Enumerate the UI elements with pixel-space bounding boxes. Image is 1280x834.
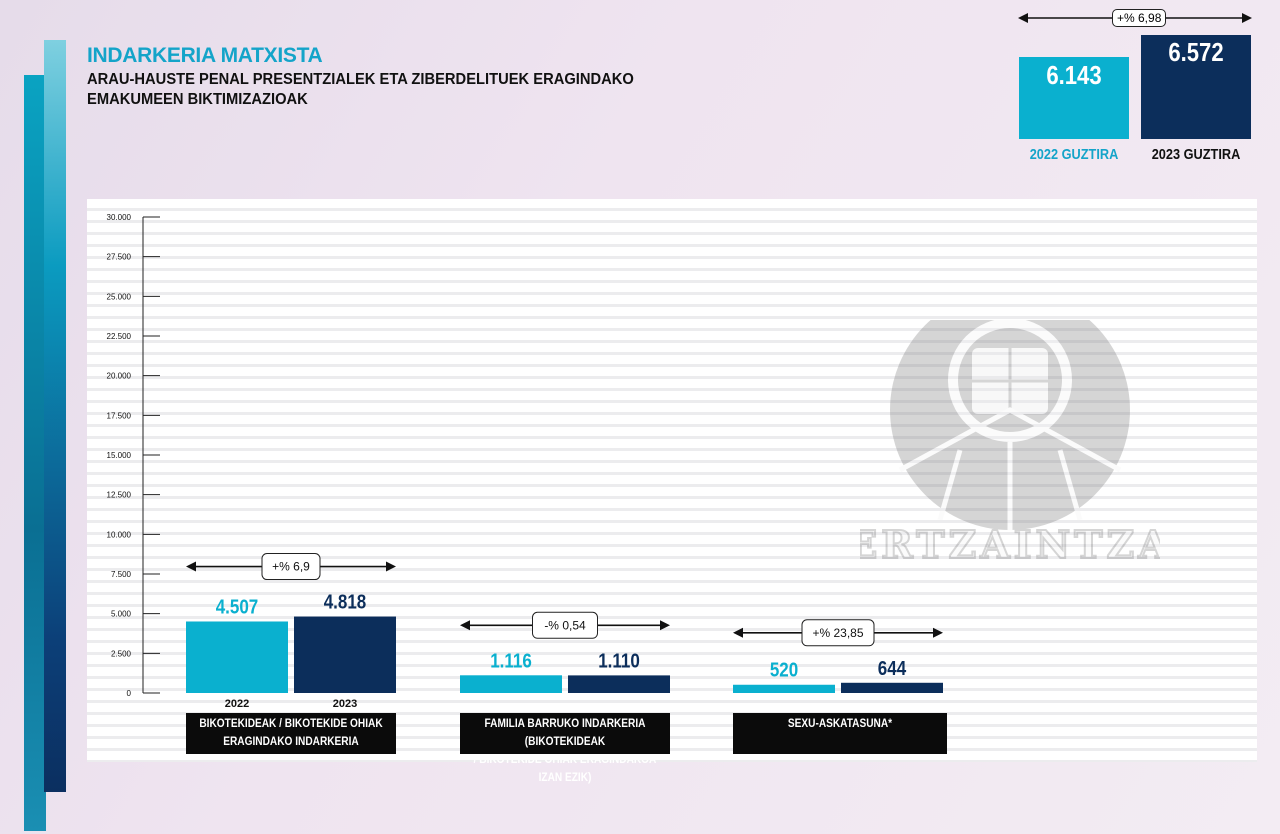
y-tick-label: 17.500 (107, 411, 132, 420)
data-label: 4.507 (216, 595, 259, 618)
category-label-line: BIKOTEKIDEAK / BIKOTEKIDE OHIAK (199, 718, 383, 730)
y-tick-label: 27.500 (107, 253, 132, 262)
summary-value-2023: 6.572 (1168, 37, 1224, 67)
category-label-line: ERAGINDAKO INDARKERIA (223, 736, 359, 748)
bar-1-2 (294, 616, 396, 693)
bar-3-2 (841, 682, 943, 693)
bar-3-1 (733, 684, 835, 693)
data-label: 1.110 (598, 649, 640, 672)
y-tick-label: 2.500 (111, 649, 132, 658)
page-title: INDARKERIA MATXISTA (87, 44, 323, 67)
y-tick-label: 12.500 (107, 491, 132, 500)
y-tick-label: 7.500 (111, 570, 132, 579)
y-tick-label: 10.000 (107, 530, 132, 539)
y-tick-label: 30.000 (107, 213, 132, 222)
category-label-line: SEXU-ASKATASUNA* (787, 718, 893, 730)
bar-2-1 (460, 675, 562, 693)
category-label-line: FAMILIA BARRUKO INDARKERIA (BIKOTEKIDEAK (484, 718, 646, 748)
summary-label-2022: 2022 GUZTIRA (1029, 146, 1119, 163)
bar-chart: 0 2.500 5.000 7.500 10.000 12.500 15.000 17.500… (107, 213, 943, 710)
year-label: 2022 (225, 698, 249, 710)
y-tick-label: 20.000 (107, 372, 132, 381)
watermark-text: ERTZAINTZA (860, 522, 1160, 567)
category-label: SEXU-ASKATASUNA* (733, 713, 947, 754)
decorative-strip-left (24, 75, 46, 831)
arrow-head-left (733, 627, 743, 638)
y-tick-label: 22.500 (107, 332, 132, 341)
data-label: 644 (878, 656, 907, 679)
arrow-head-left (460, 620, 470, 631)
summary-bar-2023 (1141, 35, 1251, 139)
arrow-head-left (186, 561, 196, 572)
change-badge (532, 611, 598, 639)
y-tick-label: 0 (127, 689, 132, 698)
category-label: FAMILIA BARRUKO INDARKERIA (BIKOTEKIDEAK… (460, 713, 670, 784)
ertzaintza-emblem-watermark: ERTZAINTZA (860, 320, 1160, 568)
year-label: 2023 (333, 698, 357, 710)
summary-label-2023: 2023 GUZTIRA (1151, 146, 1241, 163)
category-label-line: / BIKOTEKIDE OHIAK ERAGINDAKOA IZAN EZIK… (473, 754, 657, 784)
data-label: 520 (770, 658, 798, 681)
page-subtitle: ARAU-HAUSTE PENAL PRESENTZIALEK ETA ZIBE… (87, 71, 634, 108)
summary-bar-2022 (1019, 57, 1129, 139)
decorative-strip-right (44, 40, 66, 792)
y-tick-label: 25.000 (107, 292, 132, 301)
change-badge (261, 553, 321, 581)
summary-value-2022: 6.143 (1046, 60, 1102, 90)
category-label: BIKOTEKIDEAK / BIKOTEKIDE OHIAK ERAGINDAK… (186, 713, 396, 754)
change-label: -% 0,54 (544, 618, 586, 632)
data-label: 4.818 (324, 590, 367, 613)
bar-1-1 (186, 621, 288, 693)
arrow-head-right (933, 627, 943, 638)
y-tick-label: 15.000 (107, 451, 132, 460)
change-label: +% 6,9 (272, 560, 310, 574)
change-label: +% 23,85 (812, 626, 863, 640)
bar-2-2 (568, 675, 670, 693)
arrow-head-right (660, 620, 670, 631)
arrow-head-right (386, 561, 396, 572)
summary-change-badge: +% 6,98 (1112, 9, 1167, 27)
y-tick-label: 5.000 (111, 610, 132, 619)
summary-totals: +% 6,98 6.143 6.572 2022 GUZTIRA 2023 GU… (1010, 0, 1280, 175)
change-badge (801, 619, 875, 647)
data-label: 1.116 (490, 649, 532, 672)
